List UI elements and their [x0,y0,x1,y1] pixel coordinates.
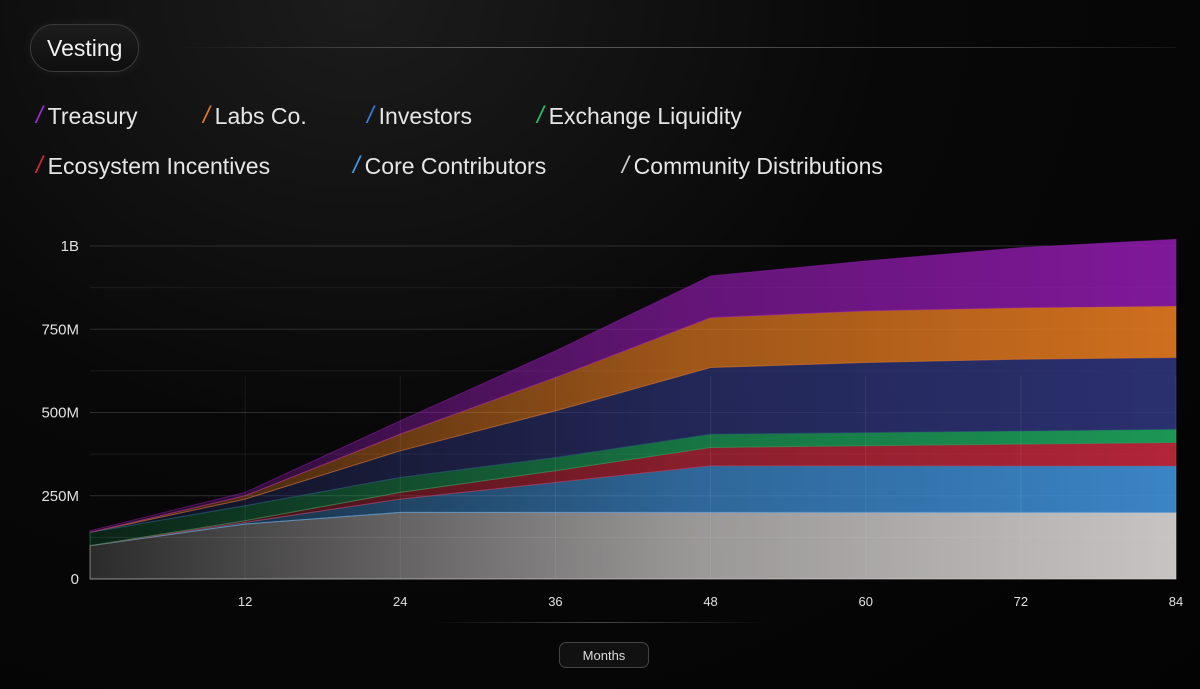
x-tick-label: 12 [238,594,252,609]
x-tick-label: 24 [393,594,407,609]
legend-item-investors[interactable]: / Investors [367,102,537,130]
legend-item-ecosystem-incentives[interactable]: / Ecosystem Incentives [36,152,353,180]
legend-item-core-contributors[interactable]: / Core Contributors [353,152,622,180]
header-divider [180,47,1176,48]
y-tick-label: 500M [41,405,79,422]
legend: / Treasury / Labs Co. / Investors / Exch… [36,100,883,200]
legend-label: Ecosystem Incentives [47,152,271,179]
legend-slash-icon: / [353,152,360,179]
legend-label: Community Distributions [633,152,883,179]
legend-slash-icon: / [622,152,629,179]
x-axis-title-divider [430,622,770,623]
x-axis: 12 24 36 48 60 72 84 [238,594,1183,609]
x-axis-title: Months [559,642,649,668]
legend-label: Core Contributors [364,152,547,179]
area-treasury[interactable] [89,238,1177,534]
legend-item-community-distributions[interactable]: / Community Distributions [622,152,883,180]
area-series [89,238,1177,580]
y-tick-label: 750M [41,321,79,338]
legend-item-exchange-liquidity[interactable]: / Exchange Liquidity [537,102,742,130]
legend-slash-icon: / [36,152,43,179]
legend-row: / Treasury / Labs Co. / Investors / Exch… [36,100,883,132]
legend-row: / Ecosystem Incentives / Core Contributo… [36,150,883,182]
legend-label: Investors [378,102,472,129]
x-tick-label: 36 [548,594,562,609]
page-title: Vesting [30,24,140,72]
x-tick-label: 72 [1014,594,1028,609]
legend-label: Exchange Liquidity [548,102,742,129]
x-tick-label: 48 [703,594,717,609]
x-tick-label: 84 [1169,594,1183,609]
legend-slash-icon: / [203,102,210,129]
legend-label: Labs Co. [214,102,307,129]
y-tick-label: 1B [61,238,79,255]
y-axis: 0 250M 500M 750M 1B [41,238,79,588]
legend-slash-icon: / [537,102,544,129]
y-tick-label: 250M [41,488,79,505]
legend-slash-icon: / [36,102,43,129]
header: Vesting [30,24,1176,74]
legend-slash-icon: / [367,102,374,129]
legend-item-treasury[interactable]: / Treasury [36,102,203,130]
y-tick-label: 0 [71,571,79,588]
x-tick-label: 60 [858,594,872,609]
legend-item-labs-co[interactable]: / Labs Co. [203,102,367,130]
legend-label: Treasury [47,102,138,129]
